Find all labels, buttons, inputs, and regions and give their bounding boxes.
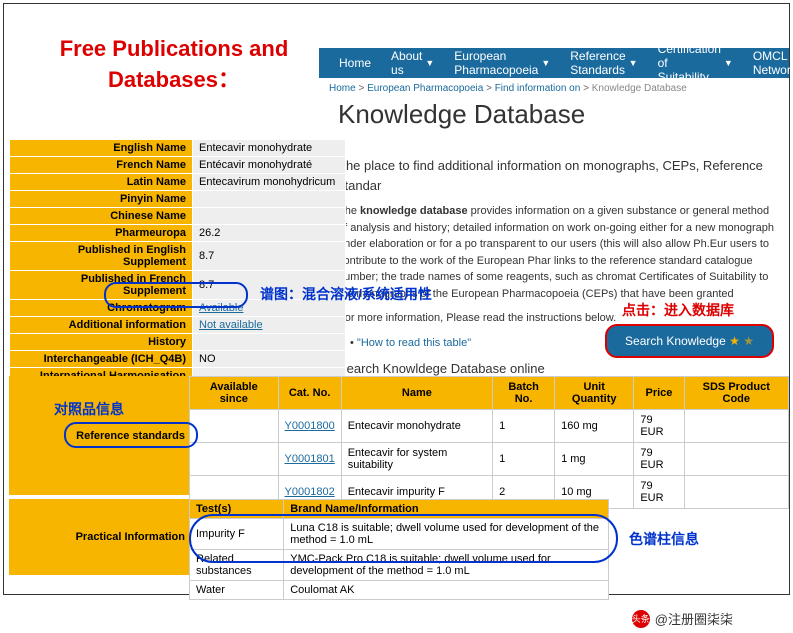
crumb-home[interactable]: Home bbox=[329, 83, 356, 94]
ref-header: Available since bbox=[190, 377, 279, 410]
ref-cell: 79 EUR bbox=[634, 476, 684, 509]
page-heading: Knowledge Database bbox=[338, 99, 585, 130]
info-value: 8.7 bbox=[193, 242, 346, 271]
ref-header: Name bbox=[341, 377, 492, 410]
ref-cell: 1 bbox=[493, 443, 555, 476]
ref-cell: Y0001801 bbox=[278, 443, 341, 476]
ref-cell: Entecavir for system suitability bbox=[341, 443, 492, 476]
top-nav: Home About us▼ European Pharmacopoeia▼ R… bbox=[319, 48, 789, 78]
ref-cell bbox=[684, 443, 788, 476]
crumb-current: Knowledge Database bbox=[592, 83, 687, 94]
info-label: History bbox=[10, 334, 193, 351]
nav-about[interactable]: About us▼ bbox=[381, 48, 444, 78]
ref-cell: 79 EUR bbox=[634, 410, 684, 443]
info-value: 26.2 bbox=[193, 225, 346, 242]
info-value: Entecavir monohydrate bbox=[193, 140, 346, 157]
nav-ep[interactable]: European Pharmacopoeia▼ bbox=[444, 48, 560, 78]
info-label: French Name bbox=[10, 157, 193, 174]
ref-circle bbox=[64, 422, 198, 448]
ref-header: Cat. No. bbox=[278, 377, 341, 410]
howto-link[interactable]: "How to read this table" bbox=[357, 337, 471, 349]
info-label: Pinyin Name bbox=[10, 191, 193, 208]
ref-cell: Entecavir monohydrate bbox=[341, 410, 492, 443]
ref-header: Batch No. bbox=[493, 377, 555, 410]
column-circle bbox=[189, 514, 618, 563]
nav-ref[interactable]: Reference Standards▼ bbox=[560, 48, 647, 78]
reference-standards-table: Available sinceCat. No.NameBatch No.Unit… bbox=[189, 376, 789, 509]
crumb-find[interactable]: Find information on bbox=[495, 83, 581, 94]
info-value bbox=[193, 208, 346, 225]
prac-cell: Coulomat AK bbox=[284, 581, 609, 600]
column-annotation: 色谱柱信息 bbox=[629, 529, 699, 549]
chromatogram-annotation: 谱图：混合溶液/系统适用性 bbox=[260, 284, 432, 304]
chromatogram-circle bbox=[104, 282, 248, 308]
nav-omcl[interactable]: OMCL Network bbox=[743, 48, 793, 78]
nav-home[interactable]: Home bbox=[329, 48, 381, 78]
ref-cell bbox=[190, 410, 279, 443]
search-knowledge-button[interactable]: Search Knowledge ★ ★ bbox=[605, 324, 774, 358]
breadcrumb: Home > European Pharmacopoeia > Find inf… bbox=[319, 78, 789, 99]
ref-cell: 1 bbox=[493, 410, 555, 443]
ref-annotation: 对照品信息 bbox=[54, 399, 124, 419]
substance-info-table: English NameEntecavir monohydrateFrench … bbox=[9, 139, 346, 397]
ref-header: SDS Product Code bbox=[684, 377, 788, 410]
nav-cert[interactable]: Certification of Suitability▼ bbox=[648, 48, 743, 78]
ref-cell bbox=[190, 443, 279, 476]
prac-cell: Water bbox=[190, 581, 284, 600]
page-title-annotation: Free Publications and Databases： bbox=[34, 34, 314, 96]
toutiao-icon: 头条 bbox=[632, 610, 650, 628]
crumb-ep[interactable]: European Pharmacopoeia bbox=[367, 83, 483, 94]
info-label: Published in English Supplement bbox=[10, 242, 193, 271]
click-annotation: 点击：进入数据库 bbox=[622, 300, 734, 320]
info-value bbox=[193, 191, 346, 208]
ref-cell: 79 EUR bbox=[634, 443, 684, 476]
ref-cell: 1 mg bbox=[555, 443, 634, 476]
info-label: Latin Name bbox=[10, 174, 193, 191]
info-label: English Name bbox=[10, 140, 193, 157]
ref-header: Price bbox=[634, 377, 684, 410]
ref-header: Unit Quantity bbox=[555, 377, 634, 410]
info-value bbox=[193, 334, 346, 351]
info-value: Entecavirum monohydricum bbox=[193, 174, 346, 191]
watermark: 头条 @注册圈柒柒 bbox=[632, 609, 733, 628]
info-label: Additional information bbox=[10, 317, 193, 334]
info-label: Interchangeable (ICH_Q4B) bbox=[10, 351, 193, 368]
info-value: Entécavir monohydraté bbox=[193, 157, 346, 174]
info-label: Pharmeuropa bbox=[10, 225, 193, 242]
ref-cell: Y0001800 bbox=[278, 410, 341, 443]
ref-cell bbox=[684, 410, 788, 443]
practical-info-label: Practical Information bbox=[9, 499, 191, 575]
info-label: Chinese Name bbox=[10, 208, 193, 225]
info-value: NO bbox=[193, 351, 346, 368]
ref-cell: 160 mg bbox=[555, 410, 634, 443]
info-value: Not available bbox=[193, 317, 346, 334]
ref-cell bbox=[684, 476, 788, 509]
